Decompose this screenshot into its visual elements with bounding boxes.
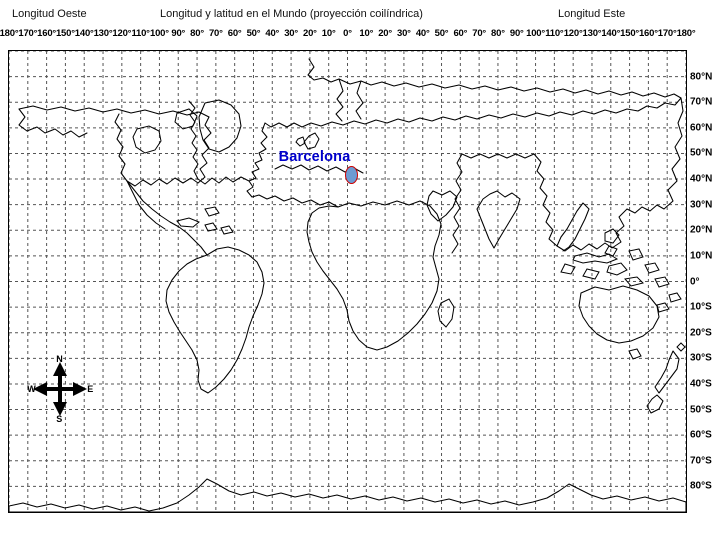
latitude-tick-label: 0° (690, 276, 700, 287)
longitude-west-label: Longitud Oeste (12, 8, 87, 20)
longitude-tick-label: 20° (378, 28, 392, 39)
longitude-tick-label: 120° (112, 28, 132, 39)
longitude-tick-label: 40° (265, 28, 280, 39)
map-canvas[interactable]: Barcelona N S W E (8, 50, 687, 513)
longitude-tick-label: 110° (545, 28, 564, 39)
longitude-tick-label: 30° (284, 28, 298, 39)
latitude-tick-label: 30°N (690, 199, 713, 211)
longitude-tick-label: 180° (676, 28, 696, 39)
latitude-tick-label: 20°S (690, 327, 712, 339)
longitude-tick-label: 160° (37, 28, 57, 39)
map-graphic (9, 51, 686, 512)
longitude-tick-label: 160° (638, 28, 658, 39)
longitude-tick-label: 50° (434, 28, 449, 39)
latitude-tick-label: 70°N (690, 96, 713, 108)
longitude-tick-label: 140° (74, 28, 94, 39)
latitude-tick-label: 60°S (690, 429, 712, 441)
longitude-tick-label: 90° (171, 28, 186, 39)
latitude-axis: 80°N 70°N 60°N 50°N 40°N 30°N 20°N 10°N 0° 10°S 20… (690, 0, 720, 540)
longitude-tick-label: 60° (227, 28, 242, 39)
city-label-barcelona: Barcelona (278, 149, 351, 166)
longitude-east-label: Longitud Este (558, 8, 626, 20)
longitude-tick-label: 150° (620, 28, 640, 39)
latitude-tick-label: 50°N (690, 147, 713, 159)
longitude-tick-label: 70° (208, 28, 223, 39)
latitude-tick-label: 10°S (690, 301, 712, 313)
longitude-tick-label: 180° (0, 28, 19, 39)
longitude-tick-label: 140° (601, 28, 621, 39)
longitude-tick-label: 80° (491, 28, 505, 39)
longitude-tick-label: 30° (397, 28, 411, 39)
latitude-tick-label: 10°N (690, 250, 713, 262)
longitude-tick-label: 10° (321, 28, 336, 39)
longitude-tick-label: 50° (246, 28, 261, 39)
latitude-tick-label: 80°N (690, 71, 713, 83)
compass-rose: N S W E (27, 354, 93, 424)
longitude-tick-label: 0° (343, 28, 352, 39)
longitude-tick-label: 120° (563, 28, 583, 39)
city-marker-barcelona[interactable] (345, 166, 359, 185)
longitude-tick-label: 60° (453, 28, 468, 39)
longitude-tick-label: 170° (18, 28, 38, 39)
compass-west-label: W (27, 384, 36, 395)
longitude-tick-label: 20° (302, 28, 317, 39)
longitude-tick-label: 100° (526, 28, 545, 39)
map-grid (9, 51, 686, 512)
longitude-tick-label: 40° (415, 28, 430, 39)
longitude-tick-label: 70° (472, 28, 487, 39)
compass-north-label: N (56, 354, 63, 365)
longitude-tick-label: 150° (55, 28, 75, 39)
longitude-tick-label: 10° (359, 28, 374, 39)
latitude-tick-label: 60°N (690, 122, 713, 134)
longitude-tick-label: 80° (190, 28, 204, 39)
longitude-tick-label: 170° (657, 28, 677, 39)
latitude-tick-label: 40°N (690, 173, 713, 185)
longitude-axis: 180° 170° 160° 150° 140° 130° 120° 110° 100° 90° 8… (0, 28, 720, 44)
latitude-tick-label: 40°S (690, 378, 712, 390)
latitude-tick-label: 30°S (690, 352, 712, 364)
latitude-tick-label: 70°S (690, 455, 712, 467)
longitude-tick-label: 90° (509, 28, 524, 39)
longitude-tick-label: 100° (150, 28, 169, 39)
latitude-tick-label: 50°S (690, 404, 712, 416)
compass-south-label: S (56, 414, 63, 425)
longitude-tick-label: 130° (582, 28, 602, 39)
page-title: Longitud y latitud en el Mundo (proyecci… (160, 8, 423, 20)
latitude-tick-label: 20°N (690, 224, 713, 236)
compass-arrows-icon (33, 362, 88, 417)
compass-east-label: E (87, 384, 94, 395)
longitude-tick-label: 110° (131, 28, 150, 39)
latitude-tick-label: 80°S (690, 480, 712, 492)
longitude-tick-label: 130° (93, 28, 113, 39)
